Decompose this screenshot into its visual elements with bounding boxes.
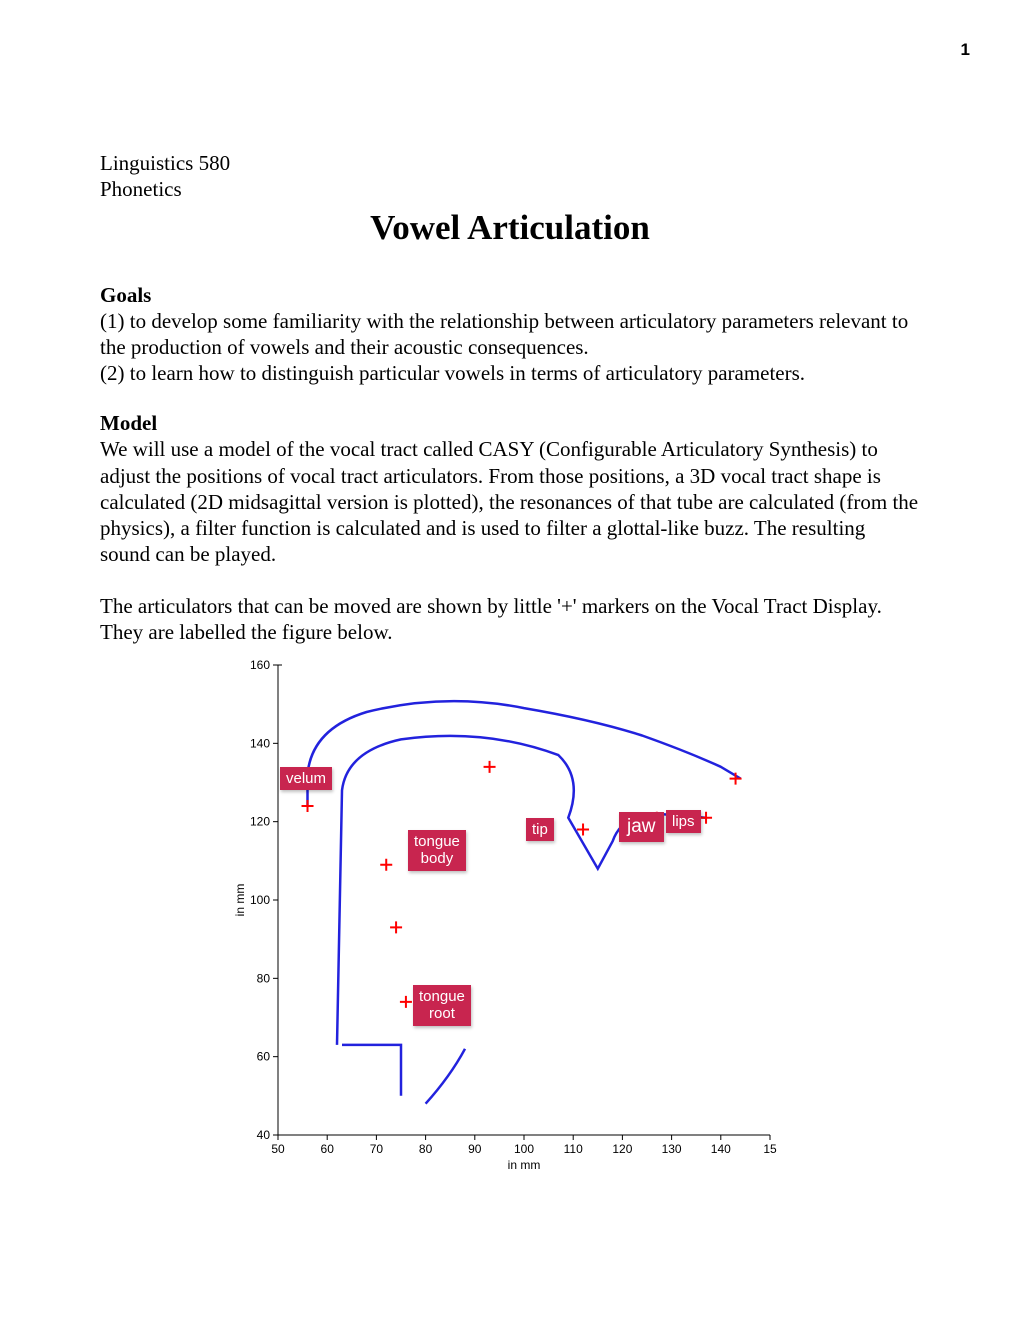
svg-text:120: 120 — [250, 815, 270, 829]
model-paragraph-1: We will use a model of the vocal tract c… — [100, 436, 920, 567]
svg-text:80: 80 — [419, 1142, 433, 1156]
model-heading: Model — [100, 411, 920, 436]
course-code: Linguistics 580 — [100, 150, 920, 176]
callout-tongue-root: tongue root — [413, 985, 471, 1026]
callout-jaw: jaw — [619, 812, 664, 842]
course-subject: Phonetics — [100, 176, 920, 202]
callout-velum: velum — [280, 767, 332, 790]
document-title: Vowel Articulation — [100, 208, 920, 248]
callout-tongue-body: tongue body — [408, 830, 466, 871]
goals-heading: Goals — [100, 283, 920, 308]
model-paragraph-2: The articulators that can be moved are s… — [100, 593, 920, 646]
figure-container: 50 60 70 80 90 100 110 120 130 140 15 40 60 80 100 120 1… — [100, 650, 920, 1180]
svg-text:70: 70 — [370, 1142, 384, 1156]
svg-text:120: 120 — [612, 1142, 632, 1156]
svg-text:80: 80 — [257, 971, 271, 985]
svg-text:140: 140 — [711, 1142, 731, 1156]
callout-tongue-body-l1: tongue — [414, 833, 460, 850]
svg-text:130: 130 — [662, 1142, 682, 1156]
svg-text:40: 40 — [257, 1128, 271, 1142]
svg-text:15: 15 — [763, 1142, 777, 1156]
course-info: Linguistics 580 Phonetics — [100, 150, 920, 203]
svg-text:160: 160 — [250, 658, 270, 672]
page-number: 1 — [961, 40, 970, 60]
svg-text:110: 110 — [564, 1142, 583, 1156]
callout-tip: tip — [526, 818, 554, 841]
svg-text:60: 60 — [257, 1050, 271, 1064]
callout-tongue-root-l1: tongue — [419, 988, 465, 1005]
svg-text:100: 100 — [250, 893, 270, 907]
callout-lips: lips — [666, 810, 701, 833]
svg-text:in mm: in mm — [233, 884, 247, 917]
goal-1: (1) to develop some familiarity with the… — [100, 308, 920, 361]
callout-tongue-root-l2: root — [419, 1005, 465, 1022]
goal-2: (2) to learn how to distinguish particul… — [100, 360, 920, 386]
page: 1 Linguistics 580 Phonetics Vowel Articu… — [0, 0, 1020, 1230]
svg-text:60: 60 — [321, 1142, 335, 1156]
vocal-tract-svg: 50 60 70 80 90 100 110 120 130 140 15 40 60 80 100 120 1… — [230, 650, 790, 1180]
svg-text:in mm: in mm — [508, 1158, 541, 1172]
svg-text:100: 100 — [514, 1142, 534, 1156]
svg-text:140: 140 — [250, 736, 270, 750]
svg-text:90: 90 — [468, 1142, 482, 1156]
svg-text:50: 50 — [271, 1142, 285, 1156]
vocal-tract-figure: 50 60 70 80 90 100 110 120 130 140 15 40 60 80 100 120 1… — [230, 650, 790, 1180]
callout-tongue-body-l2: body — [414, 850, 460, 867]
